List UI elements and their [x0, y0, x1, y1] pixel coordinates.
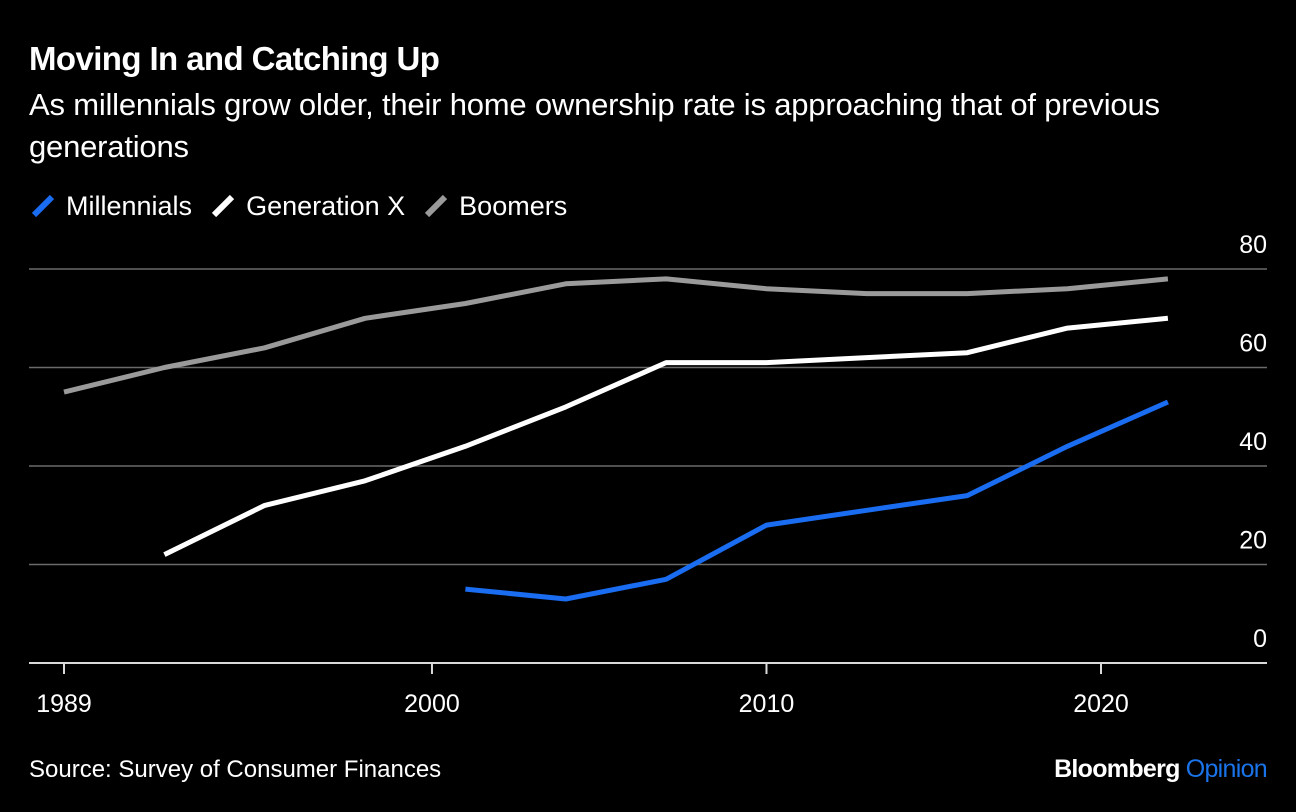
y-tick-label-20: 20 — [1239, 527, 1267, 555]
brand-logo: Bloomberg Opinion — [1054, 755, 1268, 784]
chart-legend: Millennials Generation X Boomers — [30, 189, 585, 223]
x-tick-label-2010: 2010 — [739, 690, 795, 718]
brand-main: Bloomberg — [1054, 755, 1180, 783]
y-tick-label-40: 40 — [1239, 428, 1267, 456]
legend-item-generation-x: Generation X — [210, 191, 405, 222]
x-tick-label-1989: 1989 — [36, 690, 92, 718]
y-tick-label-80: 80 — [1239, 231, 1267, 259]
y-tick-label-60: 60 — [1239, 330, 1267, 358]
legend-swatch-boomers — [425, 194, 448, 218]
x-tick-label-2000: 2000 — [404, 690, 460, 718]
x-tick-label-2020: 2020 — [1073, 690, 1129, 718]
chart-subtitle: As millennials grow older, their home ow… — [29, 87, 1160, 164]
legend-item-boomers: Boomers — [423, 191, 567, 222]
series-line-boomers — [63, 276, 1169, 395]
series-line-millennials — [465, 399, 1169, 602]
legend-swatch-millennials — [31, 194, 55, 218]
legend-label-millennials: Millennials — [66, 190, 193, 221]
legend-label-boomers: Boomers — [459, 190, 568, 221]
source-note: Source: Survey of Consumer Finances — [29, 756, 442, 783]
series-line-generation-x — [163, 315, 1169, 557]
legend-label-generation-x: Generation X — [246, 190, 406, 221]
y-tick-label-0: 0 — [1253, 625, 1267, 653]
legend-swatch-generation-x — [211, 194, 235, 218]
brand-accent: Opinion — [1185, 755, 1268, 783]
legend-item-millennials: Millennials — [30, 191, 192, 222]
chart-title: Moving In and Catching Up — [29, 40, 440, 77]
